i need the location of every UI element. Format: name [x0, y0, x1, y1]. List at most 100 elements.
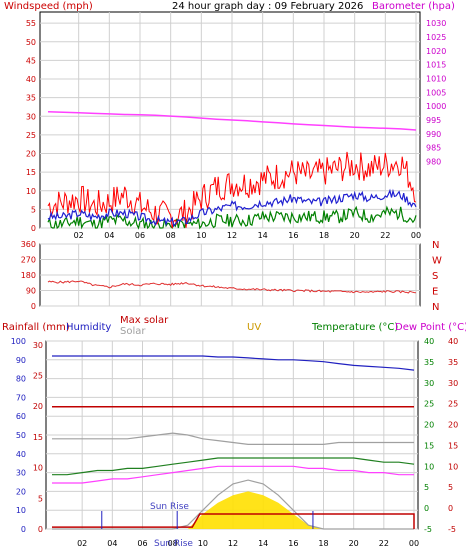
wind-y-tick-label: 10 — [26, 187, 36, 196]
wind-x-tick-label: 12 — [227, 231, 237, 240]
wind-x-tick-label: 00 — [411, 231, 421, 240]
barometer-y-tick-label: 1025 — [426, 33, 446, 42]
wind-gust-line — [47, 151, 417, 229]
barometer-y-tick-label: 1010 — [426, 74, 446, 83]
temp-x-tick-label: 10 — [198, 539, 208, 548]
temperature-y-tick-label: 0 — [424, 504, 429, 513]
temp-x-tick-label: 00 — [409, 539, 419, 548]
temperature-y-ticks: -5 0 5 10 15 20 25 30 35 40 — [424, 337, 434, 534]
humidity-y-tick-label: 70 — [16, 393, 26, 402]
rain-total-line — [52, 513, 415, 529]
temperature-y-tick-label: -5 — [424, 525, 432, 534]
solar-line — [52, 432, 414, 445]
barometer-y-ticks: 980 985 990 995 1000 1005 1010 1015 1020 1025 1030 — [426, 19, 446, 166]
barometer-y-tick-label: 1005 — [426, 88, 446, 97]
dewpoint-y-tick-label: 10 — [448, 462, 458, 471]
dewpoint-y-tick-label: 5 — [448, 483, 453, 492]
graph-title: 24 hour graph day : 09 February 2026 — [172, 1, 363, 12]
wind-y-tick-label: 15 — [26, 168, 36, 177]
rain-y-tick-label: 0 — [38, 525, 43, 534]
wind-y-ticks: 0 5 10 15 20 25 30 35 40 45 50 55 — [26, 19, 36, 233]
temperature-line — [52, 457, 415, 476]
dewpoint-y-tick-label: 30 — [448, 379, 458, 388]
wind-x-tick-label: 16 — [288, 231, 298, 240]
humidity-y-tick-label: 0 — [21, 525, 26, 534]
wind-x-tick-label: 06 — [135, 231, 145, 240]
barometer-y-tick-label: 1030 — [426, 19, 446, 28]
max-solar-label: Max solar — [120, 315, 169, 326]
dewpoint-y-tick-label: 20 — [448, 421, 458, 430]
humidity-y-tick-label: 50 — [16, 431, 26, 440]
compass-label: N — [432, 240, 439, 251]
humidity-axis-title: Humidity — [66, 322, 111, 333]
temp-x-tick-label: 04 — [107, 539, 117, 548]
compass-label: N — [432, 302, 439, 313]
barometer-y-tick-label: 990 — [426, 130, 441, 139]
humidity-y-tick-label: 60 — [16, 412, 26, 421]
wind-x-tick-label: 02 — [74, 231, 84, 240]
humidity-y-tick-label: 20 — [16, 487, 26, 496]
humidity-y-tick-label: 100 — [11, 337, 26, 346]
wind-y-tick-label: 35 — [26, 94, 36, 103]
wind-avg-line — [47, 188, 417, 228]
temp-x-tick-label: 22 — [379, 539, 389, 548]
barometer-y-tick-label: 1000 — [426, 102, 446, 111]
temperature-y-tick-label: 25 — [424, 400, 434, 409]
dewpoint-y-tick-label: 15 — [448, 441, 458, 450]
humidity-y-tick-label: 30 — [16, 469, 26, 478]
temp-x-tick-label: 02 — [77, 539, 87, 548]
humidity-y-ticks: 0 10 20 30 40 50 60 70 80 90 100 — [11, 337, 26, 534]
humidity-y-tick-label: 10 — [16, 506, 26, 515]
dewpoint-y-tick-label: 40 — [448, 337, 458, 346]
dewpoint-y-ticks: -5 0 5 10 15 20 25 30 35 40 — [448, 337, 458, 534]
barometer-y-tick-label: 985 — [426, 144, 441, 153]
barometer-y-tick-label: 1015 — [426, 61, 446, 70]
temp-humidity-panel: 0 10 20 30 40 50 60 70 80 90 100 0 5 10 15 20 25 30 -5 0 5… — [11, 337, 458, 549]
temperature-y-tick-label: 30 — [424, 379, 434, 388]
wind-y-tick-label: 0 — [31, 224, 36, 233]
rain-y-tick-label: 30 — [33, 341, 43, 350]
rain-y-ticks: 0 5 10 15 20 25 30 — [33, 341, 43, 534]
sunrise-label: Sun Rise — [150, 502, 189, 512]
barometer-y-tick-label: 980 — [426, 158, 441, 167]
direction-y-tick-label: 180 — [21, 271, 36, 280]
barometer-y-tick-label: 1020 — [426, 47, 446, 56]
dewpoint-y-tick-label: -5 — [448, 525, 456, 534]
direction-y-tick-label: 270 — [21, 256, 36, 265]
temp-x-tick-label: 14 — [258, 539, 268, 548]
wind-x-tick-label: 20 — [350, 231, 360, 240]
compass-label: S — [432, 271, 438, 282]
temp-x-tick-label: 06 — [137, 539, 147, 548]
direction-grid — [40, 243, 420, 307]
wind-x-tick-label: 08 — [166, 231, 176, 240]
wind-y-tick-label: 40 — [26, 75, 36, 84]
temperature-y-tick-label: 40 — [424, 337, 434, 346]
humidity-y-tick-label: 40 — [16, 450, 26, 459]
direction-y-tick-label: 90 — [26, 287, 36, 296]
temperature-y-tick-label: 10 — [424, 462, 434, 471]
humidity-y-tick-label: 80 — [16, 375, 26, 384]
wind-x-tick-label: 18 — [319, 231, 329, 240]
temp-x-tick-label: 18 — [318, 539, 328, 548]
wind-panel-grid — [40, 12, 420, 229]
barometer-line — [47, 110, 417, 131]
wind-x-tick-label: 14 — [258, 231, 268, 240]
direction-y-tick-label: 360 — [21, 240, 36, 249]
direction-y-ticks: 0 90 180 270 360 — [21, 240, 36, 311]
wind-y-tick-label: 5 — [31, 205, 36, 214]
compass-label: W — [432, 256, 442, 267]
wind-axis-title: Windspeed (mph) — [4, 1, 93, 12]
wind-direction-line — [47, 280, 417, 294]
wind-y-tick-label: 25 — [26, 131, 36, 140]
rain-y-tick-label: 5 — [38, 494, 43, 503]
temp-series — [52, 355, 415, 530]
temp-x-tick-label: 16 — [288, 539, 298, 548]
wind-x-ticks: 02 04 06 08 10 12 14 16 18 20 22 00 — [74, 231, 422, 240]
wind-x-tick-label: 22 — [380, 231, 390, 240]
wind-x-tick-label: 04 — [104, 231, 114, 240]
humidity-y-tick-label: 90 — [16, 356, 26, 365]
